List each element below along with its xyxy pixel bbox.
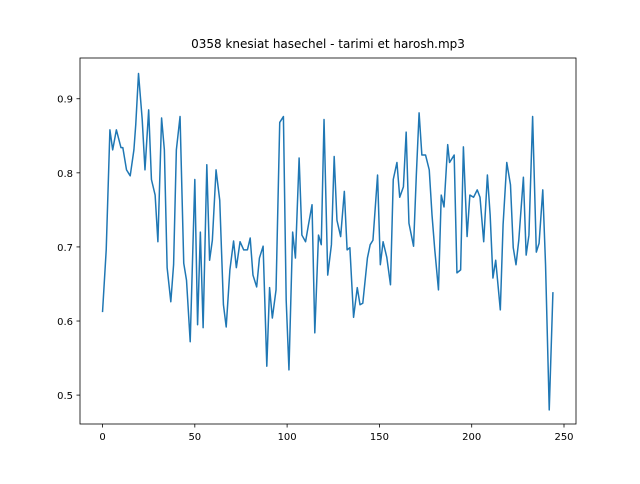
- chart-title: 0358 knesiat hasechel - tarimi et harosh…: [191, 37, 465, 51]
- y-tick-label: 0.8: [57, 169, 73, 180]
- line: [101, 72, 554, 411]
- x-tick-label: 100: [278, 432, 297, 443]
- x-tick-label: 250: [554, 432, 573, 443]
- x-tick-label: 50: [188, 432, 201, 443]
- y-tick-label: 0.7: [57, 243, 73, 254]
- x-tick-label: 0: [99, 432, 105, 443]
- y-tick-label: 0.6: [57, 317, 73, 328]
- x-tick-label: 200: [462, 432, 481, 443]
- axes-frame: [79, 57, 577, 425]
- x-tick-label: 150: [370, 432, 389, 443]
- y-tick-label: 0.9: [57, 95, 73, 106]
- y-tick-label: 0.5: [57, 391, 73, 402]
